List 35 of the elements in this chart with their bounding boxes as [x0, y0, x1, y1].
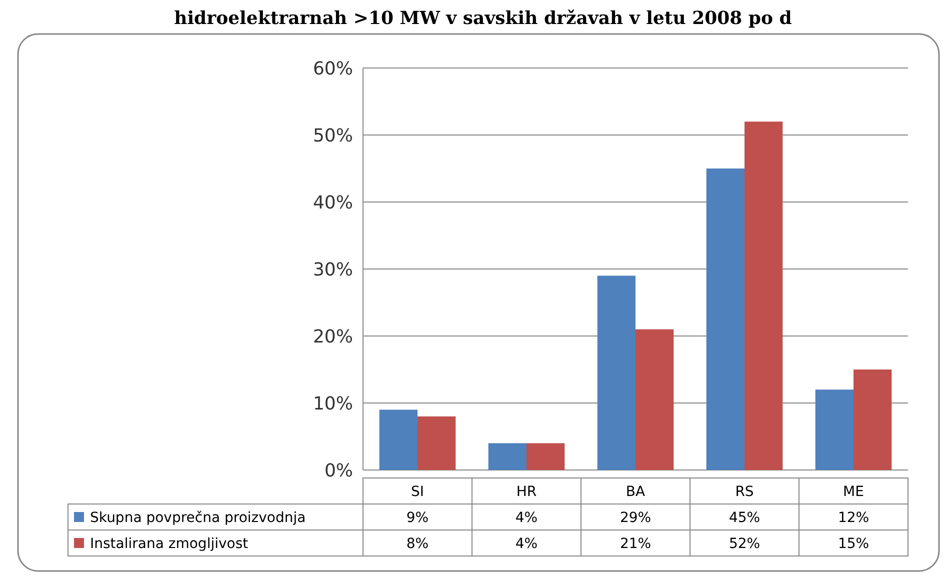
data-label: 45%	[728, 510, 760, 526]
bar	[597, 276, 636, 470]
y-tick-label: 60%	[312, 58, 353, 80]
data-label: 4%	[515, 536, 538, 552]
x-tick-label: BA	[626, 484, 646, 500]
data-label: 29%	[620, 510, 652, 526]
data-label: 4%	[515, 510, 538, 526]
bar	[379, 410, 418, 470]
bar	[526, 443, 565, 470]
legend-label: Instalirana zmogljivost	[90, 536, 249, 552]
bar	[636, 329, 674, 470]
data-label: 52%	[728, 536, 760, 552]
data-label: 15%	[838, 536, 870, 552]
x-tick-label: ME	[843, 484, 864, 500]
bar	[706, 168, 744, 470]
data-label: 21%	[620, 536, 652, 552]
bar	[854, 370, 892, 470]
data-label: 8%	[406, 536, 429, 552]
x-tick-label: SI	[410, 484, 424, 500]
bar	[418, 416, 456, 470]
bar	[488, 443, 526, 470]
data-label: 12%	[838, 510, 870, 526]
data-label: 9%	[406, 510, 429, 526]
y-tick-label: 20%	[312, 326, 353, 348]
legend-label: Skupna povprečna proizvodnja	[90, 510, 306, 526]
bar	[815, 390, 854, 470]
bar	[744, 122, 783, 470]
x-tick-label: HR	[516, 484, 537, 500]
y-tick-label: 30%	[312, 259, 353, 280]
y-tick-label: 50%	[312, 125, 353, 146]
x-tick-label: RS	[735, 484, 754, 500]
y-tick-label: 0%	[324, 460, 353, 482]
y-tick-label: 10%	[312, 393, 353, 414]
y-tick-label: 40%	[312, 192, 353, 214]
chart-title: hidroelektrarnah >10 MW v savskih državah v letu 2008 po d	[174, 8, 792, 29]
